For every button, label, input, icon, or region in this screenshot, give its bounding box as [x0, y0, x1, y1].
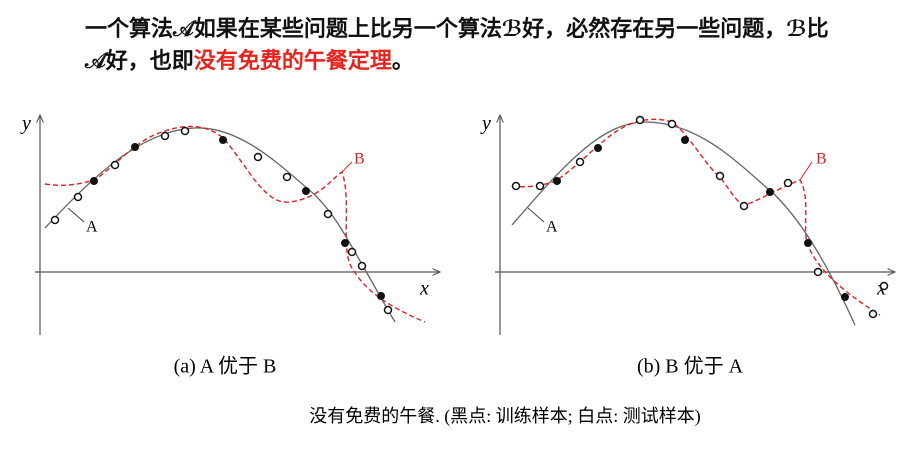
pointer [527, 207, 545, 223]
pointer [341, 161, 353, 173]
points [50, 126, 393, 315]
figure-caption: 没有免费的午餐. (黑点: 训练样本; 白点: 测试样本) [309, 406, 701, 427]
curve-b-label: B [816, 151, 827, 168]
caption-b: (b) B 优于 A [637, 355, 744, 378]
heading: 一个算法𝒜如果在某些问题上比另一个算法ℬ好，必然存在另一些问题，ℬ比𝒜好，也即没… [85, 14, 845, 78]
heading-end: 。 [391, 49, 414, 74]
y-axis-label: y [20, 113, 31, 135]
panel-b: y x A B (b) B 优于 A [480, 113, 895, 378]
heading-highlight: 没有免费的午餐定理 [193, 49, 392, 74]
heading-text: 一个算法𝒜如果在某些问题上比另一个算法ℬ好，必然存在另一些问题，ℬ比𝒜好，也即 [85, 17, 829, 74]
caption-a: (a) A 优于 B [174, 355, 277, 378]
curve-b [511, 118, 881, 316]
pointer [67, 207, 85, 223]
curve-a-label: A [86, 219, 98, 236]
curve-a-label: A [546, 219, 558, 236]
x-axis-label: x [419, 278, 429, 300]
curve-b-label: B [354, 151, 365, 168]
curve-b [44, 125, 426, 323]
y-axis-label: y [480, 113, 491, 135]
curve-a [511, 121, 856, 326]
panel-a: y x A B (a) A 优于 B [20, 113, 440, 378]
points [511, 115, 889, 319]
pointer [799, 161, 813, 181]
